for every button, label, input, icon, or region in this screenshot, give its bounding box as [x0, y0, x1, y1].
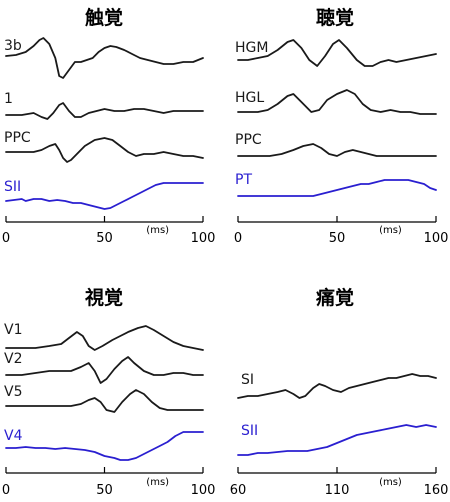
series-label: HGM — [235, 40, 268, 56]
series-label: HGL — [235, 90, 264, 106]
trace-3b — [5, 37, 204, 79]
series-label: V1 — [4, 322, 22, 338]
tick-label: 100 — [191, 231, 216, 246]
trace-v2 — [5, 356, 204, 384]
series-label: PT — [235, 172, 252, 188]
series-label: V4 — [4, 428, 23, 444]
trace-v1 — [5, 325, 204, 351]
series-label: SII — [4, 179, 21, 195]
tick-label: 0 — [234, 231, 242, 246]
panel-title: 聴覚 — [316, 6, 354, 29]
series-label: PPC — [4, 130, 31, 146]
tick-label: 60 — [230, 483, 247, 498]
series-label: PPC — [235, 132, 262, 148]
tick-label: 110 — [325, 483, 350, 498]
panel-3: 視覚 V1 V2 V5 V4 0 50 100 (ms) — [2, 286, 216, 498]
trace-1 — [5, 102, 204, 120]
panel-title: 痛覚 — [316, 286, 354, 309]
tick-label: 100 — [424, 231, 449, 246]
trace-ppc — [5, 137, 204, 163]
series-label: V2 — [4, 351, 22, 367]
x-unit-label: (ms) — [379, 477, 402, 488]
panel-2: 聴覚 HGM HGL PPC PT 0 50 100 (ms) — [234, 6, 449, 246]
series-label: SI — [241, 372, 254, 388]
series-label: V5 — [4, 384, 22, 400]
trace-v5 — [5, 389, 204, 413]
series-label: SII — [241, 423, 258, 439]
tick-label: 160 — [424, 483, 449, 498]
x-unit-label: (ms) — [146, 225, 169, 236]
panel-4: 痛覚 SI SII 60 110 160 (ms) — [230, 286, 449, 498]
trace-hgl — [237, 89, 437, 115]
panel-title: 視覚 — [84, 286, 123, 309]
series-label: 1 — [4, 91, 13, 107]
trace-sii — [237, 424, 437, 456]
tick-label: 50 — [329, 231, 346, 246]
tick-label: 0 — [2, 231, 10, 246]
x-unit-label: (ms) — [379, 225, 402, 236]
x-unit-label: (ms) — [146, 477, 169, 488]
series-label: 3b — [4, 38, 22, 54]
tick-label: 0 — [2, 483, 10, 498]
panel-1: 触覚 3b 1 PPC SII 0 50 100 (ms) — [2, 6, 216, 246]
trace-hgm — [237, 39, 437, 67]
trace-sii — [5, 182, 204, 210]
trace-pt — [237, 179, 437, 197]
trace-ppc — [237, 143, 437, 157]
tick-label: 50 — [96, 483, 113, 498]
tick-label: 50 — [96, 231, 113, 246]
panel-title: 触覚 — [85, 6, 123, 29]
tick-label: 100 — [191, 483, 216, 498]
trace-v4 — [5, 431, 204, 461]
trace-si — [237, 373, 437, 399]
